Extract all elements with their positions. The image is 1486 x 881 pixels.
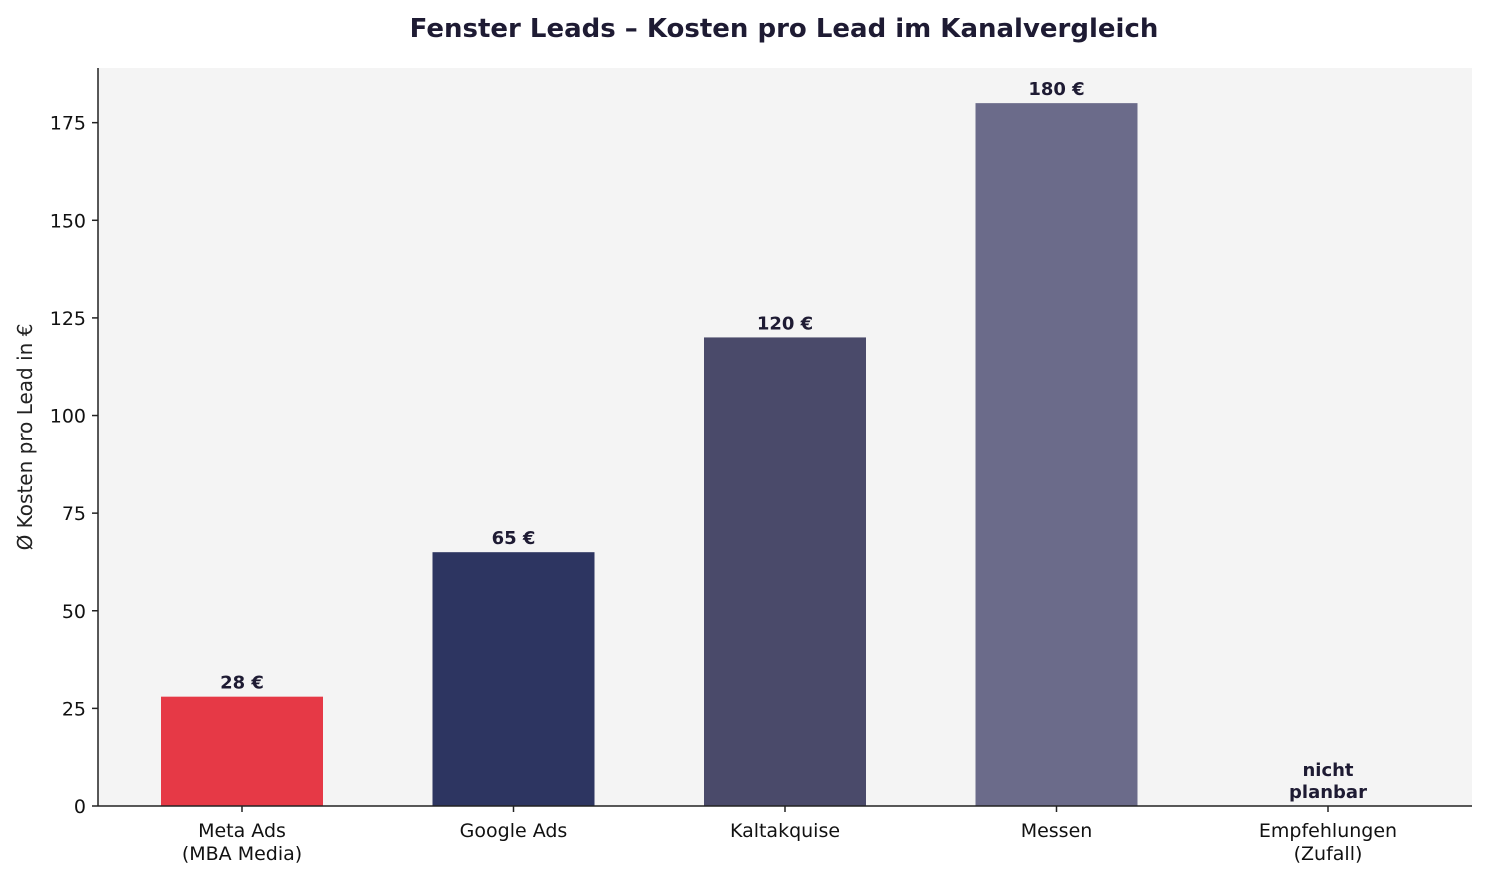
data-label-3: 180 € [1028, 79, 1084, 100]
chart-title: Fenster Leads – Kosten pro Lead im Kanal… [410, 14, 1159, 44]
data-label-2: 120 € [757, 313, 813, 334]
bar-0 [161, 696, 323, 806]
x-tick-label: Google Ads [460, 820, 568, 842]
y-tick-label: 175 [50, 113, 86, 135]
data-label-4: nicht planbar [1289, 760, 1367, 803]
data-labels-group: 28 € 65 € 120 € 180 € nicht planbar [220, 79, 1367, 803]
x-tick-label: Kaltakquise [730, 820, 840, 842]
x-tick-label: Meta Ads (MBA Media) [182, 820, 302, 865]
y-tick-label: 25 [62, 698, 86, 720]
x-axis: Meta Ads (MBA Media) Google Ads Kaltakquise… [98, 805, 1472, 865]
y-axis-title: Ø Kosten pro Lead in € [13, 324, 37, 551]
data-label-line: 28 € [220, 673, 264, 694]
data-label-line: 120 € [757, 313, 813, 334]
data-label-line: planbar [1289, 782, 1367, 803]
x-tick-label: Empfehlungen (Zufall) [1259, 820, 1397, 865]
data-label-0: 28 € [220, 673, 264, 694]
y-tick-label: 100 [50, 406, 86, 428]
y-tick-label: 50 [62, 601, 86, 623]
x-tick-label-line: Google Ads [460, 820, 568, 842]
y-tick-label: 75 [62, 503, 86, 525]
bar-3 [975, 103, 1138, 806]
bar-2 [704, 337, 866, 806]
x-tick-label-line: (Zufall) [1294, 843, 1363, 865]
data-label-line: 180 € [1028, 79, 1084, 100]
y-tick-label: 125 [50, 308, 86, 330]
x-tick-label: Messen [1021, 820, 1093, 842]
x-tick-label-line: Kaltakquise [730, 820, 840, 842]
x-tick-label-line: Empfehlungen [1259, 820, 1397, 842]
bars-group [161, 103, 1138, 806]
y-tick-label: 0 [74, 796, 86, 818]
x-tick-label-line: Meta Ads [198, 820, 286, 842]
x-tick-label-line: Messen [1021, 820, 1093, 842]
data-label-1: 65 € [492, 528, 536, 549]
y-tick-label: 150 [50, 210, 86, 232]
data-label-line: nicht [1302, 760, 1353, 781]
y-axis: 0 25 50 75 100 125 150 175 [50, 68, 99, 818]
x-tick-label-line: (MBA Media) [182, 843, 302, 865]
data-label-line: 65 € [492, 528, 536, 549]
bar-1 [432, 552, 595, 806]
